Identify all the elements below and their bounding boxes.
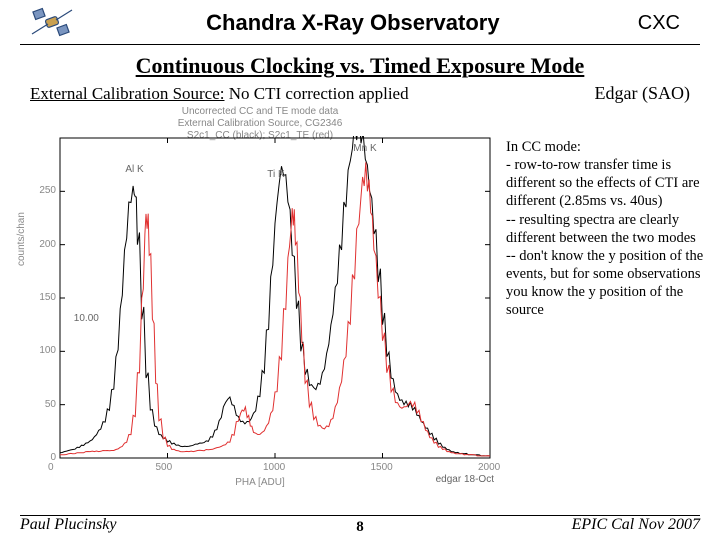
footer-author: Paul Plucinsky: [20, 516, 116, 534]
chart-annotation: 10.00: [74, 313, 99, 324]
subtitle-rest: No CTI correction applied: [225, 84, 409, 103]
x-tick-label: 1500: [371, 462, 393, 473]
header-title: Chandra X-Ray Observatory: [84, 10, 622, 36]
x-axis-label: PHA [ADU]: [235, 477, 284, 488]
x-tick-label: 500: [156, 462, 173, 473]
y-tick-label: 250: [39, 185, 56, 196]
y-tick-label: 200: [39, 239, 56, 250]
x-tick-label: 0: [48, 462, 54, 473]
chart-title-2: External Calibration Source, CG2346: [20, 118, 500, 130]
subtitle-row: External Calibration Source: No CTI corr…: [0, 83, 720, 106]
y-tick-label: 50: [45, 399, 56, 410]
chart-annotation: Mn K: [353, 143, 376, 154]
chart-credit: edgar 18-Oct: [436, 474, 494, 485]
y-tick-label: 0: [50, 452, 56, 463]
y-tick-label: 100: [39, 345, 56, 356]
header-org: CXC: [622, 12, 680, 35]
subtitle-underlined: External Calibration Source:: [30, 84, 225, 103]
satellite-icon: [28, 4, 76, 42]
x-tick-label: 2000: [478, 462, 500, 473]
chart-annotation: Ti K: [267, 169, 284, 180]
page-title: Continuous Clocking vs. Timed Exposure M…: [0, 53, 720, 79]
spectrum-chart: [20, 136, 500, 488]
subtitle-right: Edgar (SAO): [595, 83, 690, 104]
footer-event: EPIC Cal Nov 2007: [572, 516, 700, 534]
y-axis-label: counts/chan: [16, 212, 27, 266]
page-number: 8: [356, 519, 364, 536]
chart-container: Uncorrected CC and TE mode data External…: [20, 106, 500, 486]
x-tick-label: 1000: [263, 462, 285, 473]
subtitle-left: External Calibration Source: No CTI corr…: [30, 84, 409, 104]
y-tick-label: 150: [39, 292, 56, 303]
main-content: Uncorrected CC and TE mode data External…: [0, 106, 720, 486]
chart-annotation: Al K: [125, 164, 143, 175]
header-bar: Chandra X-Ray Observatory CXC: [20, 0, 700, 45]
side-notes: In CC mode:- row-to-row transfer time is…: [506, 106, 716, 486]
chart-title-1: Uncorrected CC and TE mode data: [20, 106, 500, 118]
